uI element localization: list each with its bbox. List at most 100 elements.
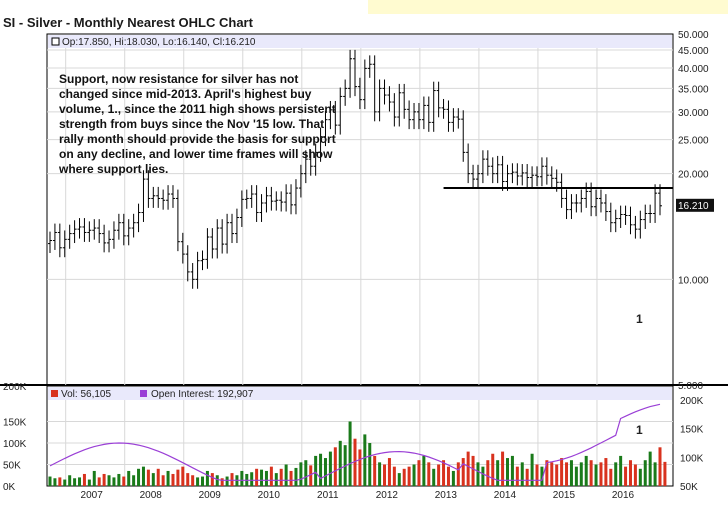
volume-left-tick: 150K (3, 418, 27, 429)
volume-bar (565, 462, 569, 486)
volume-bar (269, 466, 273, 486)
volume-bar (397, 473, 401, 486)
volume-bar (574, 466, 578, 486)
y-tick-label: 50.000 (678, 30, 709, 41)
oi-right-tick: 150K (680, 425, 704, 436)
volume-bar (387, 458, 391, 486)
x-tick-label: 2007 (81, 490, 104, 501)
volume-bar (545, 460, 549, 486)
volume-bar (461, 458, 465, 486)
volume-bar (628, 460, 632, 486)
volume-bar (368, 443, 372, 486)
volume-bar (584, 455, 588, 486)
volume-series (48, 421, 667, 486)
volume-bar (166, 470, 170, 486)
volume-bar (250, 472, 254, 486)
marker-1-volume: 1 (636, 423, 643, 437)
volume-bar (658, 447, 662, 486)
volume-bar (279, 468, 283, 486)
volume-bar (319, 453, 323, 486)
volume-bar (112, 477, 116, 486)
volume-bar (141, 466, 145, 486)
volume-bar (201, 476, 204, 486)
volume-bar (191, 475, 195, 486)
volume-bar (215, 475, 219, 486)
volume-bar (663, 461, 667, 486)
oi-right-tick: 200K (680, 396, 704, 407)
volume-bar (117, 473, 121, 486)
volume-legend-label: Vol: 56,105 (61, 389, 111, 400)
volume-bar (383, 464, 387, 486)
volume-bar (122, 476, 126, 486)
volume-bar (186, 473, 190, 486)
volume-bar (638, 468, 642, 486)
volume-left-tick: 100K (3, 439, 27, 450)
y-tick-label: 35.000 (678, 84, 709, 95)
volume-bar (53, 478, 57, 486)
open-interest-line (49, 403, 661, 481)
volume-bar (353, 438, 357, 486)
volume-bar (442, 460, 446, 486)
volume-bar (87, 479, 91, 486)
volume-bar (609, 468, 613, 486)
x-tick-label: 2012 (376, 490, 399, 501)
volume-bar (506, 458, 509, 486)
volume-bar (481, 466, 485, 486)
volume-bar (653, 462, 657, 486)
chart-title: SI - Silver - Monthly Nearest OHLC Chart (3, 15, 253, 30)
volume-bar (599, 462, 603, 486)
volume-bar (309, 465, 313, 486)
info-square-icon (51, 37, 60, 46)
x-tick-label: 2011 (317, 490, 339, 501)
volume-bar (560, 458, 564, 486)
volume-bar (146, 469, 150, 486)
y-tick-label: 25.000 (678, 136, 709, 147)
volume-bar (107, 475, 111, 486)
volume-bar (378, 462, 382, 486)
y-tick-label: 20.000 (678, 170, 709, 181)
volume-bar (328, 451, 332, 486)
volume-bar (648, 451, 652, 486)
volume-bar (260, 469, 264, 486)
volume-bar (451, 470, 455, 486)
volume-bar (633, 464, 637, 486)
volume-bar (274, 473, 278, 486)
volume-bar (205, 470, 209, 486)
volume-bar (471, 455, 475, 486)
volume-left-tick: 0K (3, 482, 16, 493)
volume-bar (525, 468, 529, 486)
volume-bar (58, 477, 62, 486)
volume-bar (373, 455, 377, 486)
volume-bar (338, 440, 342, 486)
volume-bar (540, 466, 544, 486)
volume-bar (358, 449, 362, 486)
last-price-box (676, 198, 714, 212)
volume-bar (284, 464, 288, 486)
volume-bar (92, 470, 96, 486)
volume-bar (63, 479, 67, 486)
volume-bar (501, 451, 505, 486)
volume-bar (466, 451, 470, 486)
volume-bar (161, 475, 165, 486)
volume-bar (456, 462, 460, 486)
y-tick-label: 30.000 (678, 108, 709, 119)
volume-bar (240, 470, 244, 486)
volume-bar (289, 470, 293, 486)
ohlc-info-bar (48, 35, 672, 48)
volume-bar (137, 468, 141, 486)
volume-bar (78, 477, 82, 486)
volume-bar (176, 469, 180, 486)
volume-bar (402, 468, 406, 486)
volume-bar (82, 473, 86, 486)
volume-bar (579, 462, 583, 486)
ohlc-info-label: Op:17.850, Hi:18.030, Lo:16.140, Cl:16.2… (62, 37, 256, 48)
oi-right-tick: 50K (680, 482, 698, 493)
volume-left-tick: 50K (3, 461, 21, 472)
volume-bar (392, 466, 396, 486)
volume-bar (619, 455, 623, 486)
volume-bar (432, 468, 436, 486)
x-tick-label: 2010 (258, 490, 281, 501)
marker-1-price: 1 (636, 312, 643, 326)
volume-bar (151, 473, 155, 486)
volume-bar (264, 470, 268, 486)
